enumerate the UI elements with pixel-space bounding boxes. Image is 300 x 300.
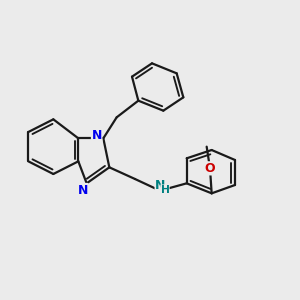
Text: H: H <box>160 185 169 195</box>
Text: N: N <box>155 179 166 192</box>
Text: N: N <box>92 129 102 142</box>
Text: O: O <box>205 162 215 175</box>
Text: N: N <box>77 184 88 196</box>
